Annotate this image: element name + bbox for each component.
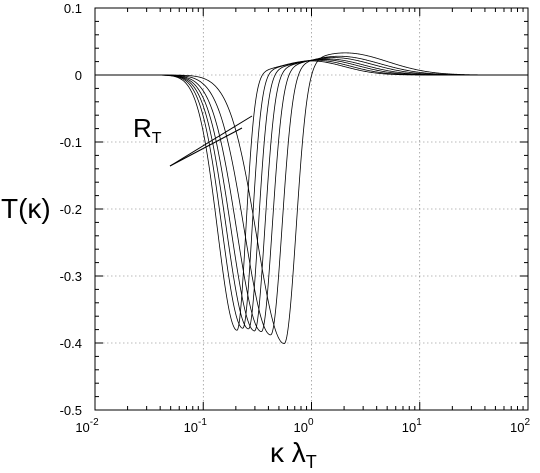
tick-labels: 10-2 10-1 100 101 102 0.1 0 -0.1 -0.2 -0.3 -0.4 -0.…: [60, 1, 531, 435]
x-tick-label: 101: [402, 417, 422, 435]
x-tick-label: 102: [510, 417, 530, 435]
rt-annotation: RT: [133, 113, 253, 167]
y-tick-label: -0.5: [60, 403, 82, 418]
x-tick-label: 100: [293, 417, 313, 435]
x-axis-title-sub: T: [306, 452, 317, 468]
rt-annotation-sub: T: [152, 130, 162, 147]
series-line-5: [95, 57, 528, 332]
series-line-7: [95, 52, 528, 344]
y-tick-label: 0: [75, 68, 82, 83]
x-tick-label: 10-1: [184, 417, 208, 435]
series-lines: [95, 52, 528, 344]
x-axis-title: κ λT: [270, 437, 317, 468]
y-axis-title: T(κ): [1, 193, 51, 224]
gridlines: [95, 8, 528, 410]
x-tick-label: 10-2: [75, 417, 99, 435]
rt-annotation-label: RT: [133, 113, 162, 147]
y-tick-label: -0.3: [60, 269, 82, 284]
y-tick-label: -0.4: [60, 336, 82, 351]
series-line-4: [95, 58, 528, 332]
y-tick-label: -0.1: [60, 135, 82, 150]
axis-ticks: [94, 7, 529, 411]
rt-arrow-line-1: [169, 115, 253, 167]
rt-annotation-main: R: [133, 113, 152, 143]
y-tick-label: 0.1: [64, 1, 82, 16]
y-tick-label: -0.2: [60, 202, 82, 217]
rt-arrow-line-2: [169, 127, 243, 167]
x-axis-title-main: κ λ: [270, 437, 306, 468]
